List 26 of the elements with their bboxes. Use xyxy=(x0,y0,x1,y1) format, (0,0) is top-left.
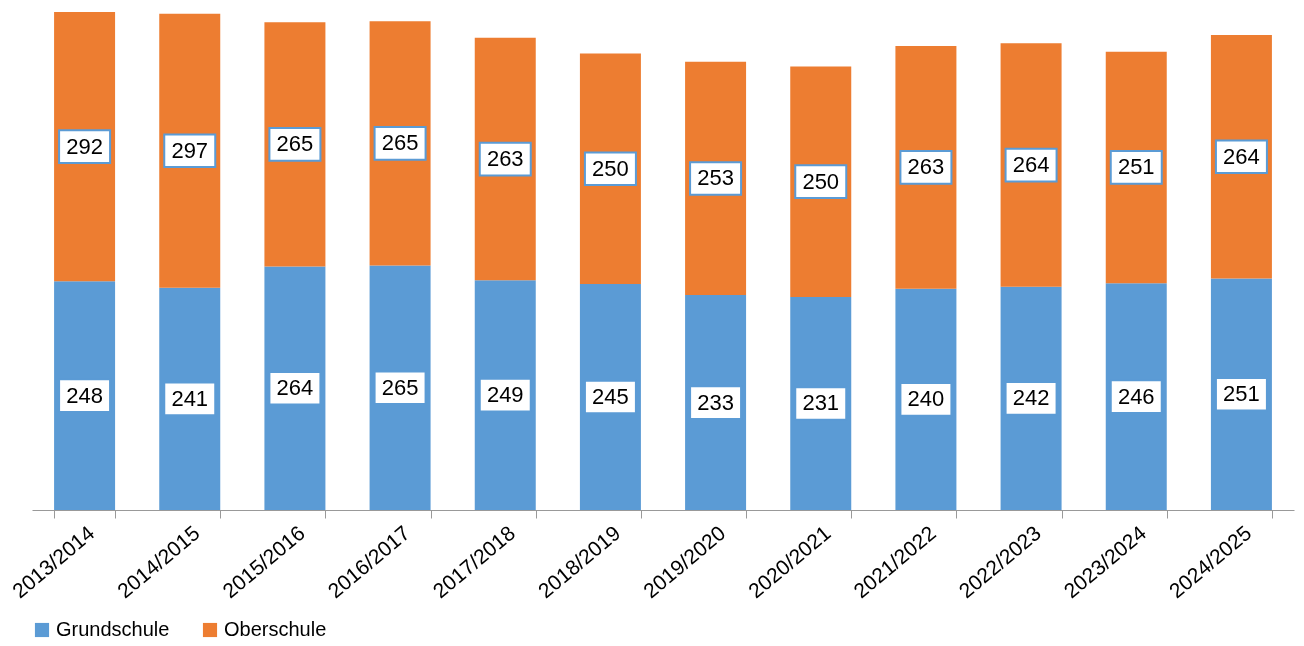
legend-label: Oberschule xyxy=(224,618,327,640)
data-label: 242 xyxy=(1012,385,1050,411)
data-label: 250 xyxy=(802,168,840,194)
data-label: 263 xyxy=(907,154,945,180)
data-label: 245 xyxy=(592,384,629,410)
data-label: 265 xyxy=(381,130,419,156)
data-label: 253 xyxy=(697,165,734,191)
data-label: 263 xyxy=(486,146,524,172)
legend-label: Grundschule xyxy=(56,618,170,640)
data-label: 248 xyxy=(66,382,103,408)
data-label: 240 xyxy=(907,386,945,412)
data-label: 264 xyxy=(276,375,314,401)
data-label: 251 xyxy=(1117,154,1155,180)
data-label: 233 xyxy=(697,389,734,415)
data-label: 246 xyxy=(1117,383,1155,409)
data-label: 231 xyxy=(802,390,840,416)
data-label: 292 xyxy=(66,133,103,159)
data-label: 265 xyxy=(381,374,419,400)
data-label: 241 xyxy=(171,385,209,411)
data-label: 265 xyxy=(276,131,314,157)
data-label: 264 xyxy=(1012,152,1050,178)
data-label: 249 xyxy=(486,382,524,408)
data-label: 251 xyxy=(1223,381,1260,407)
data-label: 297 xyxy=(171,137,209,163)
data-label: 264 xyxy=(1223,143,1260,169)
data-label: 250 xyxy=(592,155,629,181)
